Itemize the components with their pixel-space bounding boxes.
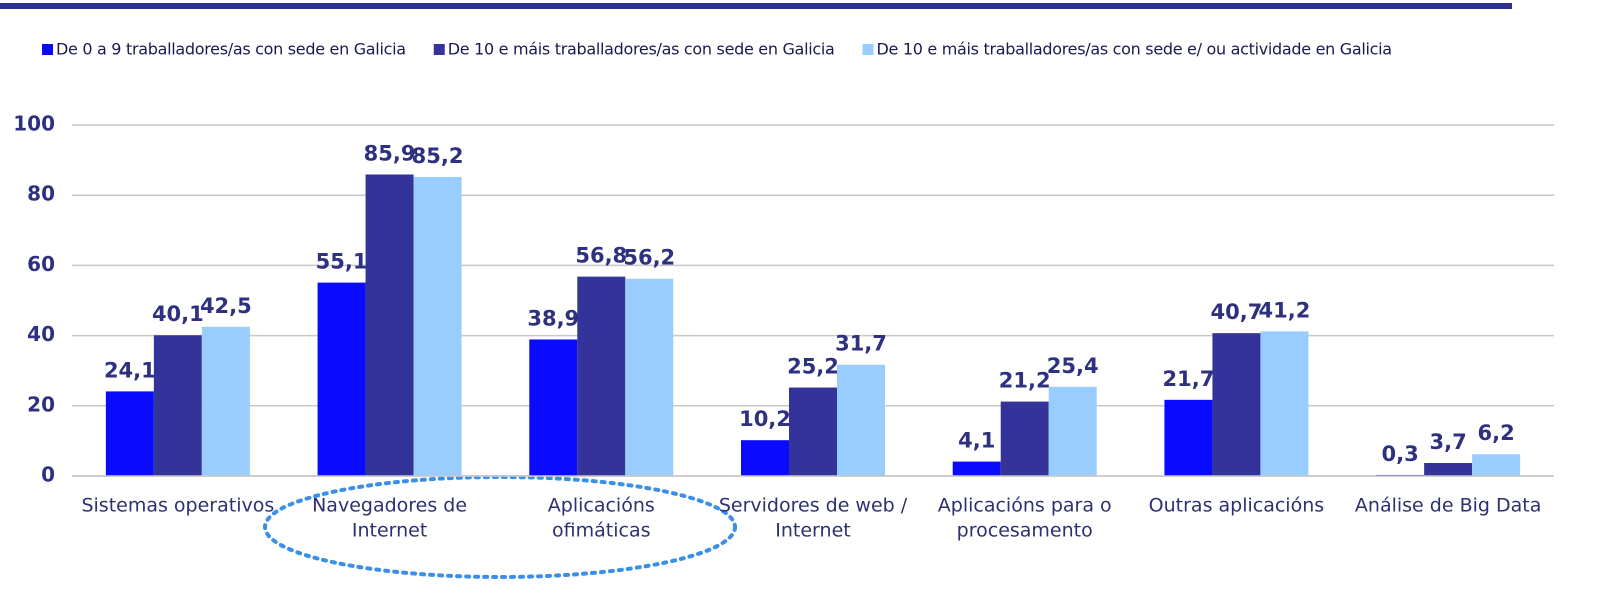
bar bbox=[1472, 454, 1521, 476]
data-label: 38,9 bbox=[527, 306, 579, 330]
x-tick-label: Análise de Big Data bbox=[1355, 495, 1541, 517]
bar bbox=[741, 440, 789, 476]
data-label: 0,3 bbox=[1382, 442, 1419, 466]
x-tick-label: Outras aplicacións bbox=[1149, 495, 1324, 517]
x-tick-label: Navegadores de bbox=[312, 495, 467, 517]
data-label: 40,7 bbox=[1211, 300, 1263, 324]
data-label: 21,7 bbox=[1163, 367, 1215, 391]
y-tick-label: 100 bbox=[13, 112, 55, 136]
bar bbox=[365, 174, 414, 476]
legend-label: De 0 a 9 traballadores/as con sede en Ga… bbox=[56, 40, 406, 59]
data-label: 40,1 bbox=[152, 302, 204, 326]
data-label: 85,9 bbox=[364, 141, 416, 165]
x-tick-label: procesamento bbox=[957, 520, 1093, 542]
bar bbox=[1424, 463, 1473, 476]
data-label: 56,8 bbox=[575, 244, 627, 268]
legend-swatch bbox=[42, 44, 53, 55]
data-label: 4,1 bbox=[958, 429, 995, 453]
bar bbox=[1260, 331, 1309, 476]
legend-swatch bbox=[862, 44, 874, 55]
data-label: 31,7 bbox=[835, 332, 887, 356]
data-label: 41,2 bbox=[1259, 298, 1311, 322]
data-label: 24,1 bbox=[104, 358, 156, 382]
bar bbox=[625, 278, 674, 476]
bar bbox=[1164, 399, 1213, 476]
x-tick-label: Aplicacións para o bbox=[938, 495, 1112, 517]
bar bbox=[1212, 333, 1261, 476]
bar bbox=[837, 364, 885, 476]
bar bbox=[105, 391, 154, 476]
bar bbox=[153, 335, 202, 476]
bar bbox=[1048, 386, 1097, 476]
x-tick-label: Servidores de web / bbox=[719, 495, 908, 517]
data-label: 10,2 bbox=[739, 407, 791, 431]
bar bbox=[577, 276, 626, 476]
y-tick-label: 80 bbox=[27, 182, 55, 206]
data-label: 42,5 bbox=[200, 294, 252, 318]
data-label: 55,1 bbox=[316, 250, 368, 274]
bar bbox=[952, 461, 1001, 476]
y-tick-label: 40 bbox=[27, 322, 55, 346]
x-tick-label: Internet bbox=[352, 520, 427, 542]
bar bbox=[789, 387, 837, 476]
data-label: 56,2 bbox=[623, 246, 675, 270]
y-tick-label: 0 bbox=[41, 463, 55, 487]
y-tick-label: 20 bbox=[27, 392, 55, 416]
data-label: 25,4 bbox=[1047, 354, 1099, 378]
y-tick-label: 60 bbox=[27, 252, 55, 276]
data-label: 25,2 bbox=[787, 355, 839, 379]
bar bbox=[529, 339, 578, 476]
legend-swatch bbox=[433, 44, 445, 55]
bar bbox=[317, 282, 366, 476]
legend-label: De 10 e máis traballadores/as con sede e… bbox=[448, 40, 835, 59]
data-label: 85,2 bbox=[412, 144, 464, 168]
x-tick-label: Internet bbox=[775, 520, 850, 542]
data-label: 3,7 bbox=[1430, 430, 1467, 454]
data-label: 21,2 bbox=[999, 369, 1051, 393]
legend-label: De 10 e máis traballadores/as con sede e… bbox=[877, 40, 1392, 59]
x-tick-label: Sistemas operativos bbox=[81, 495, 274, 517]
data-label: 6,2 bbox=[1478, 421, 1515, 445]
bar bbox=[413, 176, 462, 476]
highlight-ellipse bbox=[263, 475, 737, 579]
bar bbox=[1000, 401, 1049, 476]
x-tick-label: Aplicacións bbox=[548, 495, 655, 517]
x-tick-label: ofimáticas bbox=[552, 520, 650, 542]
top-rule bbox=[0, 3, 1512, 9]
bar bbox=[201, 326, 250, 476]
